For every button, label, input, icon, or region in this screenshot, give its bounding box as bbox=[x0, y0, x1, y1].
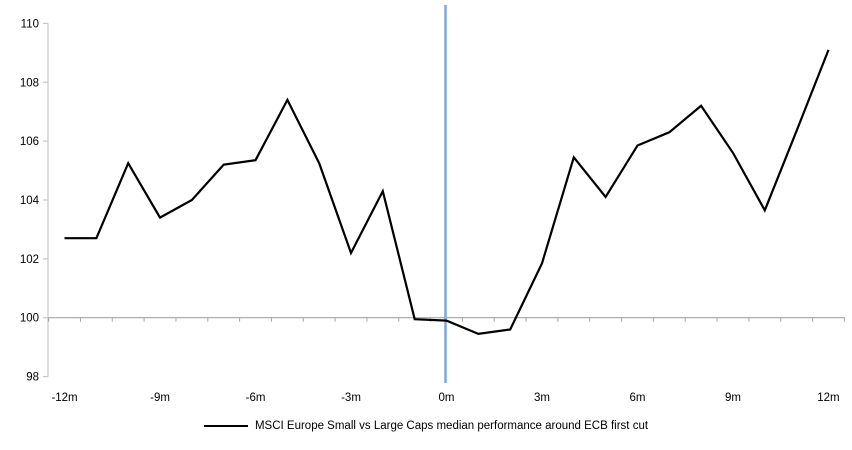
y-axis-tick-label: 108 bbox=[20, 77, 39, 89]
x-axis-tick-label: -9m bbox=[150, 392, 170, 404]
x-axis-tick-label: -3m bbox=[341, 392, 361, 404]
x-axis-tick-label: 6m bbox=[629, 392, 645, 404]
legend-label: MSCI Europe Small vs Large Caps median p… bbox=[254, 420, 649, 432]
y-axis-tick-label: 98 bbox=[26, 372, 39, 384]
legend-line-swatch bbox=[203, 425, 248, 427]
x-axis-tick-label: 3m bbox=[534, 392, 550, 404]
x-axis-tick-label: -6m bbox=[246, 392, 266, 404]
x-axis-tick-label: 9m bbox=[725, 392, 741, 404]
x-axis-tick-label: 0m bbox=[439, 392, 455, 404]
x-axis-tick-label: 12m bbox=[817, 392, 839, 404]
y-axis-tick-label: 104 bbox=[20, 195, 40, 207]
y-axis-tick-label: 110 bbox=[21, 18, 39, 30]
legend: MSCI Europe Small vs Large Caps median p… bbox=[0, 418, 852, 434]
y-axis-tick-label: 100 bbox=[20, 313, 39, 325]
y-axis-tick-label: 106 bbox=[20, 136, 39, 148]
y-axis-tick-label: 102 bbox=[20, 254, 39, 266]
series-line bbox=[64, 49, 830, 336]
x-axis-tick-label: -12m bbox=[51, 392, 77, 404]
